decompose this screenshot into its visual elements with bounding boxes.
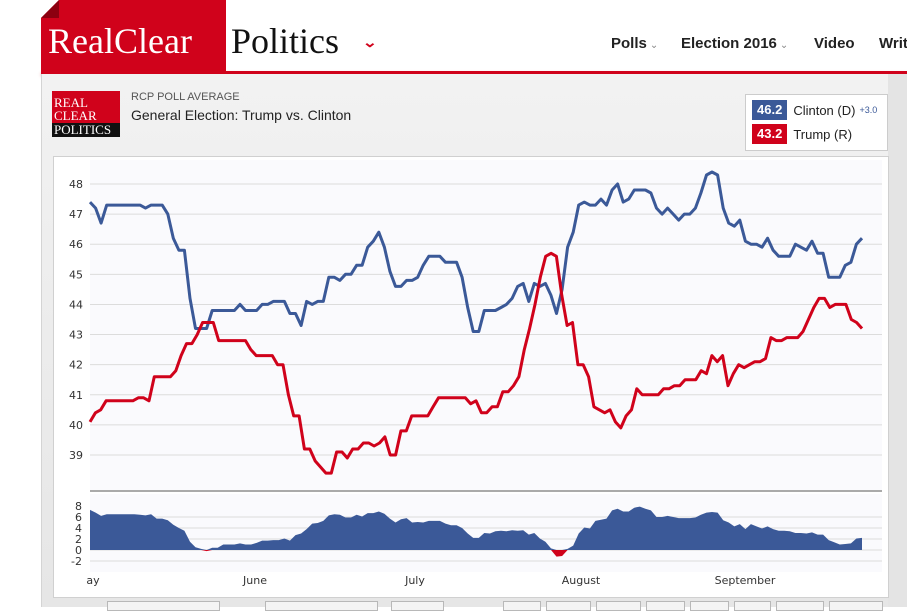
nav-polls-label: Polls (611, 35, 647, 52)
legend-item-clinton: 46.2 Clinton (D) +3.0 (752, 100, 877, 120)
header-divider (41, 71, 907, 74)
nav-writers[interactable]: Writ (879, 35, 907, 52)
legend-value-trump: 43.2 (752, 124, 788, 144)
rcp-logo-line3: POLITICS (54, 122, 112, 137)
nav-election-2016[interactable]: Election 2016 ⌄ (681, 35, 788, 52)
zoom-button-3[interactable] (596, 601, 641, 611)
site-logo-red-block[interactable] (41, 0, 226, 72)
panel-subtitle: RCP POLL AVERAGE (131, 91, 240, 103)
zoom-button-2[interactable] (546, 601, 591, 611)
logo-chevron-down-icon[interactable]: ⌄ (362, 34, 378, 50)
rcp-logo-black (52, 123, 120, 137)
logo-realclear-text[interactable]: RealClear (48, 21, 192, 61)
legend-name-trump: Trump (R) (793, 126, 853, 142)
legend-value-clinton: 46.2 (752, 100, 788, 120)
nav-election-label: Election 2016 (681, 35, 777, 52)
zoom-button-6[interactable] (734, 601, 771, 611)
site-header: RealClear Politics ⌄ Polls ⌄ Election 201… (0, 0, 907, 72)
poll-legend: 46.2 Clinton (D) +3.0 43.2 Trump (R) (745, 94, 888, 151)
zoom-button-8[interactable] (829, 601, 883, 611)
zoom-button-7[interactable] (776, 601, 824, 611)
legend-item-trump: 43.2 Trump (R) (752, 124, 852, 144)
panel-title: General Election: Trump vs. Clinton (131, 107, 352, 123)
nav-writers-label: Writ (879, 35, 907, 52)
nav-video-label: Video (814, 35, 855, 52)
nav-video[interactable]: Video (814, 35, 855, 52)
range-button[interactable] (391, 601, 444, 611)
nav-polls[interactable]: Polls ⌄ (611, 35, 658, 52)
rcp-logo-line1: REAL (54, 95, 88, 110)
logo-fold-shadow (41, 0, 59, 18)
legend-diff-clinton: +3.0 (859, 105, 878, 115)
chart-container (53, 156, 889, 598)
zoom-button-5[interactable] (690, 601, 729, 611)
range-input-start[interactable] (107, 601, 220, 611)
chevron-down-icon: ⌄ (649, 40, 659, 51)
range-input-end[interactable] (265, 601, 378, 611)
chevron-down-icon: ⌄ (779, 40, 789, 51)
logo-politics-text[interactable]: Politics (231, 21, 340, 61)
scrollbar[interactable] (888, 74, 907, 607)
zoom-button-4[interactable] (646, 601, 685, 611)
zoom-button-1[interactable] (503, 601, 541, 611)
legend-name-clinton: Clinton (D) (793, 102, 856, 118)
rcp-small-logo: REAL CLEAR POLITICS (52, 91, 120, 137)
rcp-logo-line2: CLEAR (54, 108, 97, 123)
rcp-logo-red (52, 91, 120, 123)
